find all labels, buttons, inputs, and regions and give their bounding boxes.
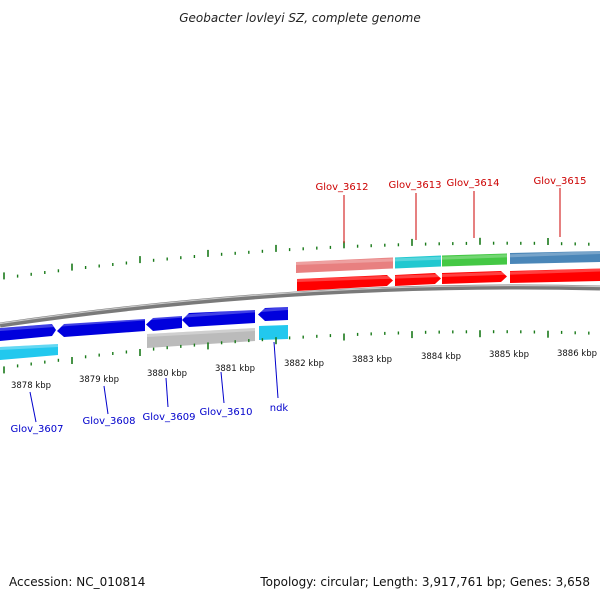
- cog-bar-glov-3614[interactable]: [442, 253, 507, 267]
- cog-bar-glov-3609[interactable]: [147, 328, 255, 348]
- scale-label: 3883 kbp: [352, 355, 392, 365]
- scale-label: 3886 kbp: [557, 349, 597, 359]
- gene-label-glov-3613[interactable]: Glov_3613: [388, 180, 441, 191]
- scale-labels: 3878 kbp 3879 kbp 3880 kbp 3881 kbp 3882…: [11, 349, 597, 391]
- gene-label-glov-3608[interactable]: Glov_3608: [82, 416, 135, 427]
- forward-gene-labels: Glov_3612 Glov_3613 Glov_3614 Glov_3615: [315, 176, 587, 243]
- gene-label-glov-3607[interactable]: Glov_3607: [10, 424, 63, 435]
- forward-cog-track: [296, 251, 600, 273]
- reverse-cds-track: [0, 307, 288, 341]
- leader-line: [165, 377, 169, 408]
- cds-arrow-glov-3609[interactable]: [146, 316, 182, 331]
- gene-label-glov-3615[interactable]: Glov_3615: [533, 176, 586, 187]
- genome-summary-text: Topology: circular; Length: 3,917,761 bp…: [259, 575, 590, 589]
- cog-bar-glov-3612[interactable]: [296, 257, 393, 274]
- scale-label: 3878 kbp: [11, 381, 51, 391]
- scale-label: 3880 kbp: [147, 369, 187, 379]
- leader-line: [29, 391, 37, 423]
- cds-arrow-glov-3615[interactable]: [510, 268, 600, 284]
- scale-label: 3881 kbp: [215, 364, 255, 374]
- reverse-cog-highlight-b: [147, 328, 255, 337]
- forward-cds-track: [297, 268, 600, 291]
- leader-line: [273, 341, 279, 399]
- inner-tick-ring: [3, 330, 590, 374]
- cds-arrow-glov-3612[interactable]: [297, 275, 393, 291]
- cds-arrow-glov-3607[interactable]: [0, 324, 56, 341]
- genome-title: Geobacter lovleyi SZ, complete genome: [179, 11, 421, 25]
- gene-label-glov-3609[interactable]: Glov_3609: [142, 412, 195, 423]
- reverse-cog-track: [0, 325, 288, 360]
- cds-arrow-glov-3608[interactable]: [57, 319, 145, 337]
- cds-arrow-ndk[interactable]: [258, 307, 288, 321]
- reverse-gene-labels: Glov_3607 Glov_3608 Glov_3609 Glov_3610 …: [10, 341, 289, 435]
- outer-tick-ring: [3, 237, 590, 280]
- gene-label-glov-3614[interactable]: Glov_3614: [446, 178, 499, 189]
- cds-arrow-glov-3610[interactable]: [182, 310, 255, 327]
- gene-label-glov-3612[interactable]: Glov_3612: [315, 182, 368, 193]
- scale-label: 3885 kbp: [489, 350, 529, 360]
- cog-bar-ndk[interactable]: [259, 325, 288, 340]
- genome-backbone-highlight: [0, 284, 600, 325]
- scale-label: 3884 kbp: [421, 352, 461, 362]
- cds-track-highlight: [297, 268, 600, 282]
- cds-arrow-glov-3614[interactable]: [442, 271, 507, 284]
- cds-arrow-glov-3613[interactable]: [395, 273, 441, 286]
- cog-track-highlight: [296, 251, 600, 265]
- gene-label-ndk[interactable]: ndk: [270, 403, 289, 414]
- cog-bar-glov-3613[interactable]: [395, 255, 441, 269]
- cog-bar-glov-3607[interactable]: [0, 344, 58, 360]
- scale-label: 3879 kbp: [79, 375, 119, 385]
- gene-label-glov-3610[interactable]: Glov_3610: [199, 407, 252, 418]
- leader-line: [103, 385, 109, 415]
- reverse-cog-highlight-a: [0, 344, 58, 350]
- accession-text: Accession: NC_010814: [9, 575, 145, 589]
- reverse-cds-highlight: [0, 307, 288, 331]
- genome-backbone: [0, 284, 600, 328]
- leader-line: [220, 371, 225, 404]
- cog-bar-glov-3615[interactable]: [510, 251, 600, 264]
- scale-label: 3882 kbp: [284, 359, 324, 369]
